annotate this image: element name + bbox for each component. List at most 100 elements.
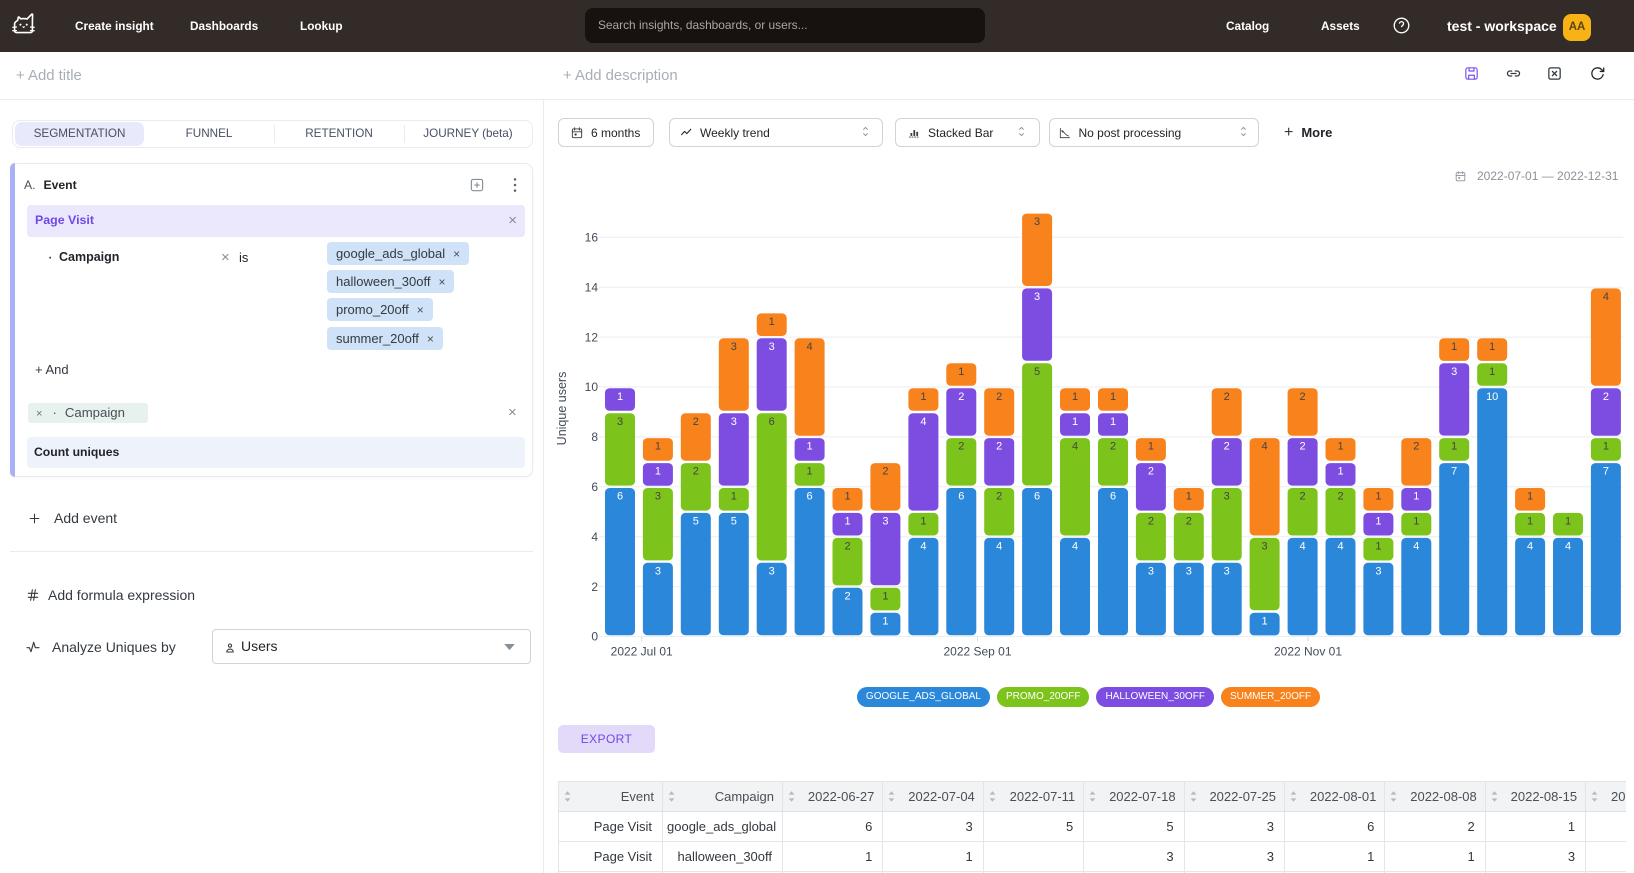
svg-text:2: 2 xyxy=(958,441,964,453)
svg-text:2: 2 xyxy=(1300,441,1306,453)
svg-text:3: 3 xyxy=(1034,291,1040,303)
svg-text:1: 1 xyxy=(1375,516,1381,528)
svg-text:2: 2 xyxy=(1148,516,1154,528)
svg-text:7: 7 xyxy=(1603,466,1609,478)
svg-text:2: 2 xyxy=(958,391,964,403)
svg-text:10: 10 xyxy=(585,380,599,394)
svg-text:2022 Sep 01: 2022 Sep 01 xyxy=(943,645,1011,659)
svg-text:3: 3 xyxy=(731,416,737,428)
svg-text:2: 2 xyxy=(693,416,699,428)
svg-text:1: 1 xyxy=(844,491,850,503)
svg-text:16: 16 xyxy=(585,231,599,245)
svg-text:1: 1 xyxy=(1337,441,1343,453)
svg-text:1: 1 xyxy=(731,491,737,503)
svg-text:6: 6 xyxy=(1110,491,1116,503)
svg-text:4: 4 xyxy=(1603,291,1609,303)
svg-text:2: 2 xyxy=(591,580,598,594)
svg-text:5: 5 xyxy=(731,516,737,528)
svg-text:1: 1 xyxy=(1527,491,1533,503)
svg-text:6: 6 xyxy=(769,416,775,428)
svg-text:12: 12 xyxy=(585,330,599,344)
svg-text:1: 1 xyxy=(807,466,813,478)
svg-text:1: 1 xyxy=(1413,491,1419,503)
svg-text:2: 2 xyxy=(1110,441,1116,453)
svg-text:Unique users: Unique users xyxy=(555,372,569,446)
svg-text:1: 1 xyxy=(1489,341,1495,353)
svg-text:4: 4 xyxy=(1413,541,1419,553)
svg-text:1: 1 xyxy=(1072,416,1078,428)
svg-text:1: 1 xyxy=(1451,341,1457,353)
svg-text:1: 1 xyxy=(1262,615,1268,627)
svg-text:6: 6 xyxy=(617,491,623,503)
svg-text:1: 1 xyxy=(1451,441,1457,453)
svg-text:2: 2 xyxy=(996,441,1002,453)
svg-text:2: 2 xyxy=(1300,391,1306,403)
svg-text:1: 1 xyxy=(769,316,775,328)
svg-text:6: 6 xyxy=(1034,491,1040,503)
svg-text:1: 1 xyxy=(1413,516,1419,528)
svg-text:1: 1 xyxy=(617,391,623,403)
svg-text:4: 4 xyxy=(1300,541,1306,553)
svg-text:4: 4 xyxy=(920,541,926,553)
svg-text:1: 1 xyxy=(882,615,888,627)
svg-text:2: 2 xyxy=(882,466,888,478)
svg-text:4: 4 xyxy=(1072,441,1078,453)
svg-text:1: 1 xyxy=(1603,441,1609,453)
svg-text:4: 4 xyxy=(807,341,813,353)
svg-text:1: 1 xyxy=(655,466,661,478)
svg-text:2: 2 xyxy=(996,391,1002,403)
svg-text:2: 2 xyxy=(1413,441,1419,453)
svg-text:8: 8 xyxy=(591,430,598,444)
svg-text:4: 4 xyxy=(1072,541,1078,553)
svg-text:3: 3 xyxy=(731,341,737,353)
svg-text:2: 2 xyxy=(844,590,850,602)
svg-text:4: 4 xyxy=(1565,541,1571,553)
svg-text:1: 1 xyxy=(1072,391,1078,403)
svg-text:2022 Nov 01: 2022 Nov 01 xyxy=(1274,645,1342,659)
svg-text:3: 3 xyxy=(769,341,775,353)
svg-text:14: 14 xyxy=(585,280,599,294)
svg-text:2: 2 xyxy=(1603,391,1609,403)
svg-text:2: 2 xyxy=(1224,391,1230,403)
svg-text:3: 3 xyxy=(1262,541,1268,553)
svg-text:3: 3 xyxy=(1375,565,1381,577)
svg-text:1: 1 xyxy=(1489,366,1495,378)
svg-text:1: 1 xyxy=(807,441,813,453)
svg-text:2: 2 xyxy=(996,491,1002,503)
svg-text:3: 3 xyxy=(1224,491,1230,503)
svg-text:1: 1 xyxy=(920,391,926,403)
svg-text:2: 2 xyxy=(844,541,850,553)
svg-text:7: 7 xyxy=(1451,466,1457,478)
svg-text:5: 5 xyxy=(1034,366,1040,378)
svg-text:2: 2 xyxy=(1337,491,1343,503)
svg-text:1: 1 xyxy=(1110,416,1116,428)
svg-text:4: 4 xyxy=(1527,541,1533,553)
svg-text:3: 3 xyxy=(655,491,661,503)
svg-text:1: 1 xyxy=(844,516,850,528)
svg-text:4: 4 xyxy=(591,530,598,544)
svg-text:3: 3 xyxy=(655,565,661,577)
svg-text:2: 2 xyxy=(693,466,699,478)
svg-text:1: 1 xyxy=(1337,466,1343,478)
svg-text:10: 10 xyxy=(1486,391,1498,403)
svg-text:1: 1 xyxy=(882,590,888,602)
svg-text:3: 3 xyxy=(1034,216,1040,228)
svg-text:0: 0 xyxy=(591,630,598,644)
svg-text:4: 4 xyxy=(1262,441,1268,453)
svg-text:6: 6 xyxy=(807,491,813,503)
svg-text:3: 3 xyxy=(1186,565,1192,577)
svg-text:2: 2 xyxy=(1224,441,1230,453)
svg-text:1: 1 xyxy=(1148,441,1154,453)
svg-text:2: 2 xyxy=(1300,491,1306,503)
svg-text:1: 1 xyxy=(1375,541,1381,553)
svg-text:3: 3 xyxy=(769,565,775,577)
svg-text:1: 1 xyxy=(1110,391,1116,403)
svg-text:6: 6 xyxy=(591,480,598,494)
svg-text:2: 2 xyxy=(1148,466,1154,478)
svg-text:6: 6 xyxy=(958,491,964,503)
svg-text:1: 1 xyxy=(655,441,661,453)
svg-text:1: 1 xyxy=(958,366,964,378)
svg-text:1: 1 xyxy=(920,516,926,528)
svg-text:3: 3 xyxy=(1148,565,1154,577)
svg-text:2022 Jul 01: 2022 Jul 01 xyxy=(611,645,673,659)
